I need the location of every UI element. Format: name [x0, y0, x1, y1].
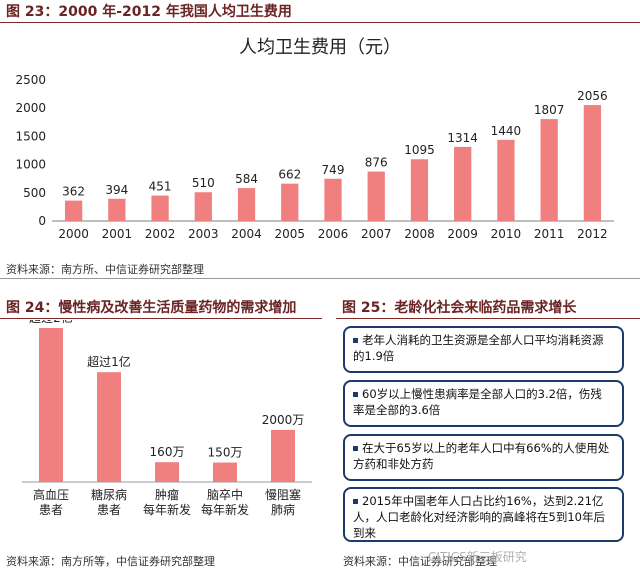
chart-title: 人均卫生费用（元）: [239, 37, 401, 58]
data-label-2006: 749: [322, 163, 345, 177]
bar-2007: [367, 171, 385, 221]
category-label-3-0: 脑卒中: [207, 487, 243, 502]
fig25-info-text-2: 60岁以上慢性患病率是全部人口的3.2倍，伤残率是全部的3.6倍: [353, 387, 602, 417]
bullet-square-icon: [353, 499, 358, 504]
x-tick-label-2000: 2000: [58, 227, 89, 241]
data-label-2012: 2056: [577, 89, 608, 103]
category-label-2-0: 肿瘤: [155, 487, 179, 502]
x-tick-label-2008: 2008: [404, 227, 435, 241]
data-label-2000: 362: [62, 185, 85, 199]
data-label-2008: 1095: [404, 143, 435, 157]
fig25-info-box-1: 老年人消耗的卫生资源是全部人口平均消耗资源的1.9倍: [343, 326, 624, 373]
category-label-4-0: 慢阻塞: [265, 487, 301, 502]
bar-2008: [410, 159, 429, 221]
category-label-1-0: 糖尿病: [91, 487, 127, 502]
data-label-慢阻塞肺病: 2000万: [262, 413, 305, 427]
x-tick-label-2002: 2002: [145, 227, 176, 241]
y-tick-label-4: 2000: [15, 101, 46, 115]
category-label-0-0: 高血压: [33, 487, 69, 502]
category-label-0-1: 患者: [39, 503, 63, 517]
y-tick-label-1: 500: [23, 186, 46, 200]
data-label-2009: 1314: [447, 131, 478, 145]
bar-2005: [281, 183, 299, 221]
x-tick-label-2012: 2012: [577, 227, 608, 241]
fig25-info-text-3: 在大于65岁以上的老年人口中有66%的人使用处方药和非处方药: [353, 441, 610, 471]
x-tick-label-2010: 2010: [491, 227, 522, 241]
bar-肿瘤每年新发: [155, 462, 179, 482]
bar-2004: [237, 188, 256, 221]
bullet-square-icon: [353, 392, 358, 397]
bar-2003: [194, 192, 212, 221]
y-tick-label-2: 1000: [15, 158, 46, 172]
data-label-2002: 451: [149, 180, 172, 194]
data-label-2010: 1440: [491, 124, 522, 138]
fig23-bar-chart: 人均卫生费用（元） 0 500 1000 1500 2000 2500 362 2000 394 2…: [15, 37, 614, 241]
bar-2000: [64, 200, 83, 221]
category-label-4-1: 肺病: [271, 502, 295, 517]
data-label-2007: 876: [365, 156, 388, 170]
data-label-糖尿病患者: 超过1亿: [87, 354, 131, 369]
fig25-info-box-3: 在大于65岁以上的老年人口中有66%的人使用处方药和非处方药: [343, 434, 624, 481]
data-label-脑卒中每年新发: 150万: [208, 446, 243, 460]
category-label-1-1: 患者: [97, 503, 121, 517]
data-label-2001: 394: [105, 183, 128, 197]
x-tick-label-2003: 2003: [188, 227, 219, 241]
bar-2010: [497, 139, 515, 221]
bar-2006: [324, 178, 342, 221]
bar-2001: [108, 198, 126, 221]
data-label-高血压患者: 超过2亿: [29, 320, 73, 325]
fig24-bar-chart: 超过2亿高血压患者超过1亿糖尿病患者160万肿瘤每年新发150万脑卒中每年新发2…: [22, 320, 312, 517]
fig25-info-text-1: 老年人消耗的卫生资源是全部人口平均消耗资源的1.9倍: [353, 333, 604, 363]
bullet-square-icon: [353, 446, 358, 451]
bar-高血压患者: [39, 328, 63, 482]
fig25-info-box-2: 60岁以上慢性患病率是全部人口的3.2倍，伤残率是全部的3.6倍: [343, 380, 624, 427]
x-tick-label-2011: 2011: [534, 227, 565, 241]
category-label-3-1: 每年新发: [201, 502, 249, 517]
x-tick-label-2001: 2001: [102, 227, 133, 241]
fig23-header: 图 23：2000 年-2012 年我国人均卫生费用: [0, 0, 640, 23]
bar-2012: [583, 105, 602, 221]
data-label-肿瘤每年新发: 160万: [150, 445, 185, 459]
y-tick-label-3: 1500: [15, 129, 46, 143]
bar-2011: [540, 119, 558, 221]
fig23-header-text: 图 23：2000 年-2012 年我国人均卫生费用: [6, 4, 292, 20]
fig25-header: 图 25：老龄化社会来临药品需求增长: [336, 296, 640, 319]
x-tick-label-2007: 2007: [361, 227, 392, 241]
watermark: CITICS新三板研究: [428, 550, 527, 564]
fig23-source-divider: [0, 278, 640, 279]
x-tick-label-2009: 2009: [447, 227, 478, 241]
y-tick-label-0: 0: [38, 214, 46, 228]
fig25-info-box-4: 2015年中国老年人口占比约16%，达到2.21亿人，人口老龄化对经济影响的高峰…: [343, 487, 624, 542]
bar-糖尿病患者: [97, 372, 121, 482]
bar-2002: [151, 195, 169, 221]
y-tick-label-5: 2500: [15, 73, 46, 87]
data-label-2004: 584: [235, 172, 258, 186]
bar-慢阻塞肺病: [271, 429, 295, 482]
x-tick-label-2004: 2004: [231, 227, 262, 241]
fig24-header-text: 图 24：慢性病及改善生活质量药物的需求增加: [6, 300, 297, 316]
x-tick-label-2005: 2005: [274, 227, 305, 241]
data-label-2011: 1807: [534, 103, 565, 117]
fig25-source: 资料来源：中信证券研究部整理: [343, 555, 497, 568]
fig25-info-text-4: 2015年中国老年人口占比约16%，达到2.21亿人，人口老龄化对经济影响的高峰…: [353, 494, 605, 540]
fig25-header-text: 图 25：老龄化社会来临药品需求增长: [342, 300, 577, 316]
fig24-source: 资料来源：南方所等，中信证券研究部整理: [6, 555, 215, 568]
category-label-2-1: 每年新发: [143, 502, 191, 517]
bar-脑卒中每年新发: [213, 462, 237, 482]
x-tick-label-2006: 2006: [318, 227, 349, 241]
data-label-2003: 510: [192, 176, 215, 190]
bullet-square-icon: [353, 338, 358, 343]
fig24-header: 图 24：慢性病及改善生活质量药物的需求增加: [0, 296, 322, 319]
data-label-2005: 662: [278, 168, 301, 182]
bar-2009: [454, 146, 472, 221]
fig23-source: 资料来源：南方所、中信证券研究部整理: [6, 263, 204, 276]
